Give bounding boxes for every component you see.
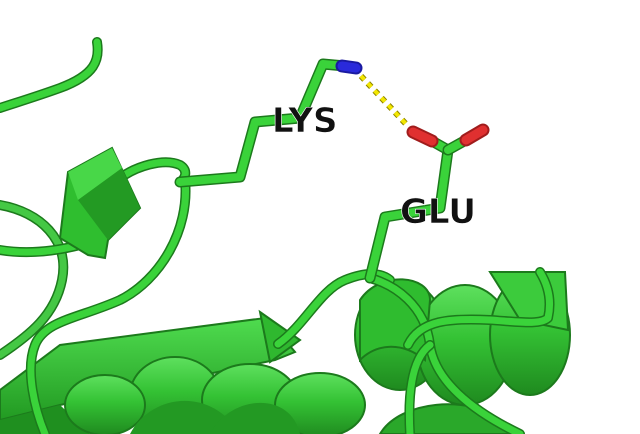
glu-residue-label: GLU (400, 192, 476, 232)
lys-side-chain (174, 58, 363, 188)
glu-side-chain (364, 123, 490, 284)
beta-strand-arrow (58, 146, 142, 260)
coil-loops (0, 37, 555, 434)
alpha-helix-bottom (64, 356, 366, 434)
lys-residue-label: LYS (272, 101, 337, 141)
